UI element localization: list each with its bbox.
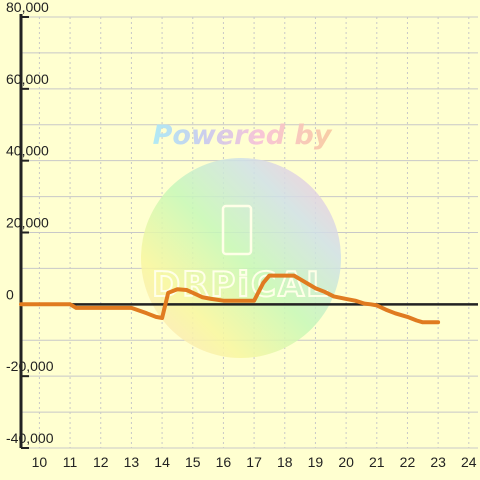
x-tick-label: 21	[369, 454, 385, 470]
series	[19, 273, 441, 325]
x-tick-label: 18	[277, 454, 293, 470]
y-tick-label: -40,000	[6, 430, 54, 446]
y-tick-label: 80,000	[6, 0, 49, 15]
watermark-logo-circle	[141, 158, 341, 358]
x-tick-label: 19	[308, 454, 324, 470]
y-tick-label: -20,000	[6, 358, 54, 374]
x-tick-label: 17	[246, 454, 262, 470]
y-tick-label: 0	[6, 286, 14, 302]
x-tick-label: 10	[32, 454, 48, 470]
series-line	[19, 273, 441, 325]
gridlines	[21, 16, 478, 449]
x-tick-label: 14	[154, 454, 170, 470]
tick-labels: -40,000 -20,000 0 20,000 40,000 60,000 80,000 1…	[6, 0, 477, 470]
y-tick-label: 60,000	[6, 71, 49, 87]
x-tick-label: 16	[216, 454, 232, 470]
x-tick-label: 15	[185, 454, 201, 470]
x-tick-label: 12	[93, 454, 109, 470]
phone-icon	[221, 204, 253, 256]
x-tick-label: 24	[461, 454, 477, 470]
watermark-text: Powered by	[153, 120, 333, 151]
x-tick-label: 11	[63, 454, 78, 470]
y-tick-label: 40,000	[6, 143, 49, 159]
x-tick-label: 22	[400, 454, 416, 470]
y-tick-label: 20,000	[6, 215, 49, 231]
x-tick-label: 13	[124, 454, 140, 470]
watermark: Powered by DRPiCAL	[141, 120, 341, 358]
x-tick-label: 23	[430, 454, 446, 470]
x-tick-label: 20	[338, 454, 354, 470]
